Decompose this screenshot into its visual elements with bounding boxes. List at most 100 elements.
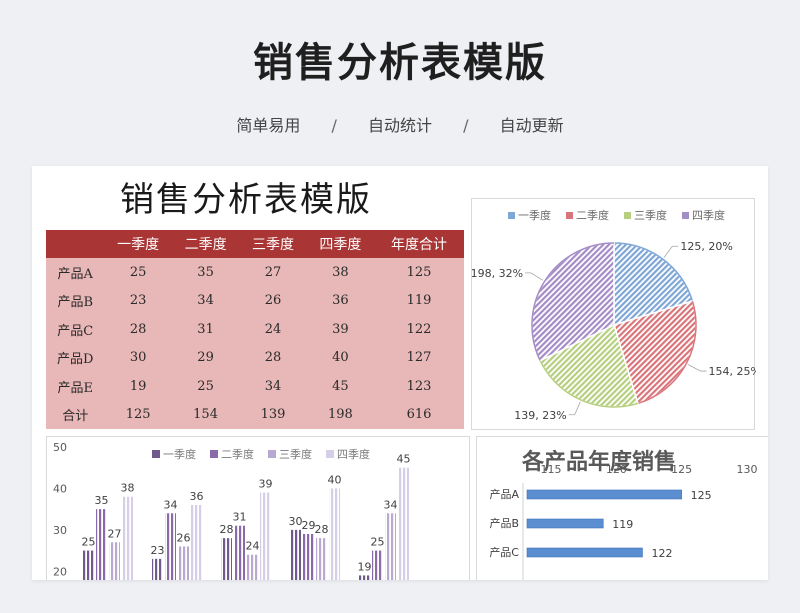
subtitle-item-auto-stat: 自动统计 [367, 116, 432, 135]
data-label: 34 [384, 498, 398, 511]
table-cell: 25 [171, 372, 240, 401]
table-cell: 122 [374, 315, 464, 344]
legend-entry: 二季度 [221, 447, 254, 461]
table-cell: 119 [374, 286, 464, 315]
data-label: 36 [190, 490, 204, 503]
legend-entry: 四季度 [337, 447, 370, 461]
data-label: 45 [397, 453, 411, 466]
y-tick-label: 40 [53, 482, 67, 495]
bar [526, 489, 682, 500]
page-title: 销售分析表模版 [253, 40, 547, 86]
table-row: 产品E 19 25 34 45 123 [46, 372, 464, 401]
bar-chart-panel: 20 30 40 50 一季度 二季度 三季度 四季度 25 35 27 38 23 34 26 36 28 31… [46, 436, 470, 580]
x-tick-label: 120 [606, 463, 627, 476]
table-row: 产品C 28 31 24 39 122 [46, 315, 464, 344]
pie-slice-edge [637, 300, 697, 405]
column-header: 年度合计 [374, 230, 464, 258]
table-total-row: 合计 125 154 139 198 616 [46, 400, 464, 429]
table-cell: 40 [306, 343, 375, 372]
row-label: 产品A [46, 258, 105, 287]
data-label: 30 [289, 515, 303, 528]
bar [316, 538, 327, 580]
table-cell: 31 [171, 315, 240, 344]
bar [165, 513, 176, 580]
table-cell: 127 [374, 343, 464, 372]
data-label: 29 [302, 519, 316, 532]
pie-slice-edge [539, 360, 639, 408]
data-label: 40 [328, 473, 342, 486]
table-cell: 125 [374, 258, 464, 287]
legend-entry: 三季度 [634, 208, 667, 222]
table-cell: 25 [104, 258, 172, 287]
data-label: 122 [651, 547, 672, 560]
pie-chart: 一季度 二季度 三季度 四季度 125, 20% 154, 25% 139, 23% 198,… [471, 208, 761, 422]
subtitle-separator: / [331, 116, 337, 135]
data-label: 34 [164, 498, 178, 511]
bar [152, 558, 163, 580]
data-label: 24 [246, 540, 260, 553]
table-cell: 125 [104, 400, 172, 429]
data-label: 139, 23% [514, 409, 566, 422]
leader-line [663, 245, 679, 258]
bar [385, 513, 396, 580]
table-cell: 34 [239, 372, 307, 401]
x-tick-label: 130 [737, 463, 758, 476]
table-cell: 34 [171, 286, 240, 315]
legend-swatch [210, 450, 218, 458]
category-label: 产品B [489, 516, 519, 530]
table-cell: 28 [104, 315, 172, 344]
table-cell: 39 [306, 315, 375, 344]
chart-title: 各产品年度销售 [521, 449, 676, 475]
bar [178, 546, 189, 580]
table-cell: 23 [104, 286, 172, 315]
table-cell: 38 [306, 258, 375, 287]
bar [221, 538, 232, 580]
legend-swatch [682, 212, 689, 219]
table-cell: 35 [171, 258, 240, 287]
subtitle-item-auto-update: 自动更新 [499, 116, 564, 135]
table-cell: 26 [239, 286, 307, 315]
subtitle-separator: / [463, 116, 469, 135]
table-cell: 30 [104, 343, 172, 372]
table-cell: 19 [104, 372, 172, 401]
data-label: 26 [177, 531, 191, 544]
data-label: 39 [259, 478, 273, 491]
bar [526, 547, 643, 558]
sheet-title: 销售分析表模版 [120, 180, 372, 220]
column-header: 三季度 [239, 230, 307, 258]
subtitle-item-easy: 简单易用 [236, 116, 301, 135]
row-label: 产品B [46, 286, 105, 315]
legend-swatch [268, 450, 276, 458]
data-label: 25 [371, 536, 385, 549]
data-label: 38 [121, 482, 135, 495]
category-label: 产品C [489, 545, 519, 559]
table-row: 产品A 25 35 27 38 125 [46, 258, 464, 287]
table-cell: 27 [239, 258, 307, 287]
table-cell: 24 [239, 315, 307, 344]
legend-swatch [508, 212, 515, 219]
data-label: 28 [220, 523, 234, 536]
data-label: 28 [315, 523, 329, 536]
legend-swatch [326, 450, 334, 458]
bar [329, 488, 340, 580]
table-cell: 139 [239, 400, 307, 429]
column-header [46, 230, 105, 258]
column-header: 一季度 [104, 230, 172, 258]
column-header: 二季度 [171, 230, 240, 258]
pie-chart-panel: 一季度 二季度 三季度 四季度 125, 20% 154, 25% 139, 23% 198,… [471, 198, 761, 430]
y-tick-label: 30 [53, 524, 67, 537]
bar [303, 534, 314, 580]
legend-swatch [566, 212, 573, 219]
data-label: 23 [151, 544, 165, 557]
column-header: 四季度 [306, 230, 375, 258]
bar [526, 518, 604, 529]
x-tick-label: 115 [541, 463, 562, 476]
bar [122, 496, 133, 580]
data-label: 198, 32% [472, 267, 523, 280]
row-label: 产品D [46, 343, 105, 372]
table-header-row: 一季度 二季度 三季度 四季度 年度合计 [46, 230, 464, 258]
y-tick-label: 50 [53, 441, 67, 454]
row-label: 产品E [46, 372, 105, 401]
subtitle: 简单易用 / 自动统计 / 自动更新 [0, 112, 800, 136]
